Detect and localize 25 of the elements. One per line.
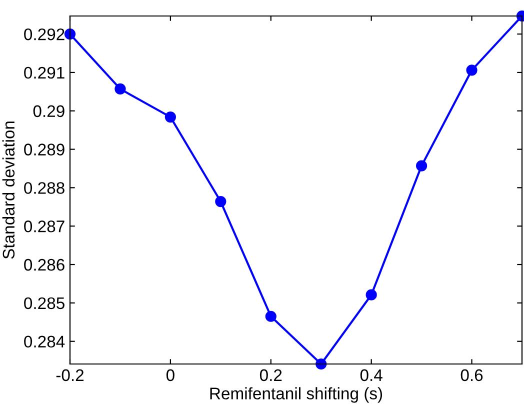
point <box>114 83 126 95</box>
point <box>366 289 377 300</box>
point <box>265 310 276 322</box>
y-tick-label: 0.286 <box>24 258 64 271</box>
y-tick-label: 0.285 <box>24 297 64 310</box>
x-tick-label: 0.6 <box>460 369 483 382</box>
y-tick-label: 0.292 <box>24 28 64 40</box>
y-tick-label: 0.288 <box>24 182 64 194</box>
y-tick-label: 0.289 <box>24 144 64 156</box>
x-tick-label: -0.2 <box>56 369 84 382</box>
x-tick-label: 0 <box>166 369 174 382</box>
point <box>164 111 176 123</box>
point <box>64 28 76 40</box>
point <box>316 358 327 370</box>
y-axis-title: Standard deviation <box>2 122 15 259</box>
x-axis-title: Remifentanil shifting (s) <box>210 387 382 403</box>
point <box>215 196 226 208</box>
point <box>466 64 478 76</box>
y-tick-label: 0.287 <box>24 220 64 232</box>
x-tick-label: 0.2 <box>260 369 282 382</box>
y-tick-label: 0.291 <box>24 66 64 79</box>
y-tick-label: 0.284 <box>24 336 65 348</box>
x-tick-label: 0.4 <box>360 369 382 382</box>
y-tick-label: 0.29 <box>33 105 64 118</box>
point <box>416 160 428 172</box>
